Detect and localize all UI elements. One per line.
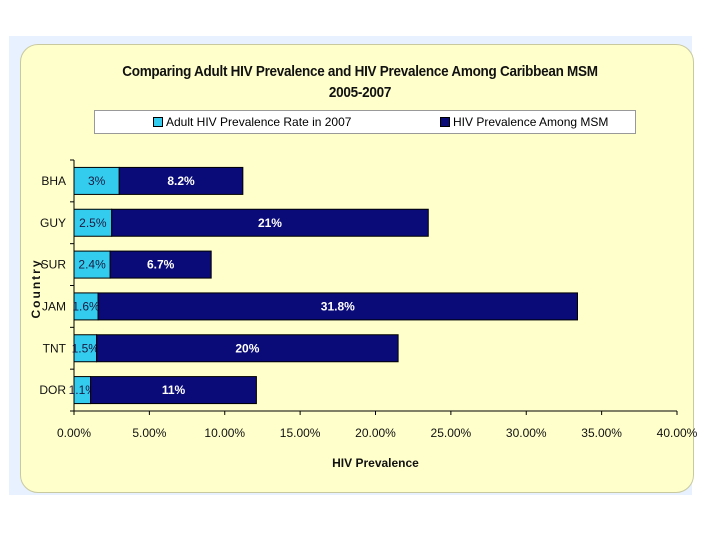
data-label: 8.2%	[167, 174, 195, 188]
legend: Adult HIV Prevalence Rate in 2007 HIV Pr…	[94, 110, 636, 134]
x-tick-label: 35.00%	[581, 426, 622, 440]
data-label: 6.7%	[147, 258, 175, 272]
data-label: 3%	[88, 174, 106, 188]
category-label: JAM	[42, 299, 66, 313]
category-label: BHA	[41, 174, 66, 188]
data-label: 2.5%	[79, 216, 107, 230]
x-tick-label: 5.00%	[132, 426, 166, 440]
data-label: 31.8%	[321, 299, 355, 313]
x-tick-label: 25.00%	[431, 426, 472, 440]
data-label: 2.4%	[78, 258, 106, 272]
legend-swatch-msm	[440, 117, 450, 127]
x-tick-label: 30.00%	[506, 426, 547, 440]
legend-item-adult: Adult HIV Prevalence Rate in 2007	[153, 115, 351, 129]
chart-title: Comparing Adult HIV Prevalence and HIV P…	[122, 63, 598, 80]
category-label: TNT	[43, 341, 67, 355]
data-label: 20%	[235, 341, 259, 355]
x-tick-label: 0.00%	[57, 426, 91, 440]
bar-segment	[73, 208, 113, 237]
data-label: 11%	[162, 383, 186, 397]
bar-segment	[111, 208, 429, 237]
legend-label-adult: Adult HIV Prevalence Rate in 2007	[166, 115, 352, 129]
bar-segment	[109, 250, 212, 279]
bar-segment	[118, 166, 244, 195]
y-axis-title: Country	[29, 259, 43, 319]
data-label: 1.5%	[72, 341, 100, 355]
bar-segment	[73, 250, 111, 279]
x-tick-label: 20.00%	[355, 426, 396, 440]
bar-segment	[73, 166, 120, 195]
bar-segment	[97, 292, 579, 321]
data-label: 1.1%	[69, 383, 97, 397]
legend-label-msm: HIV Prevalence Among MSM	[453, 115, 609, 129]
category-label: GUY	[40, 216, 66, 230]
x-tick-label: 15.00%	[280, 426, 321, 440]
category-label: SUR	[41, 258, 67, 272]
x-axis-title: HIV Prevalence	[332, 456, 419, 470]
category-label: DOR	[39, 383, 66, 397]
chart-subtitle: 2005-2007	[328, 84, 392, 101]
x-tick-label: 40.00%	[657, 426, 698, 440]
x-tick-label: 10.00%	[204, 426, 245, 440]
bar-segment	[73, 292, 99, 321]
legend-item-msm: HIV Prevalence Among MSM	[440, 115, 608, 129]
bar-segment	[96, 334, 399, 363]
bar-segment	[90, 376, 257, 405]
legend-swatch-adult	[153, 117, 163, 127]
data-label: 21%	[258, 216, 282, 230]
data-label: 1.6%	[72, 299, 100, 313]
